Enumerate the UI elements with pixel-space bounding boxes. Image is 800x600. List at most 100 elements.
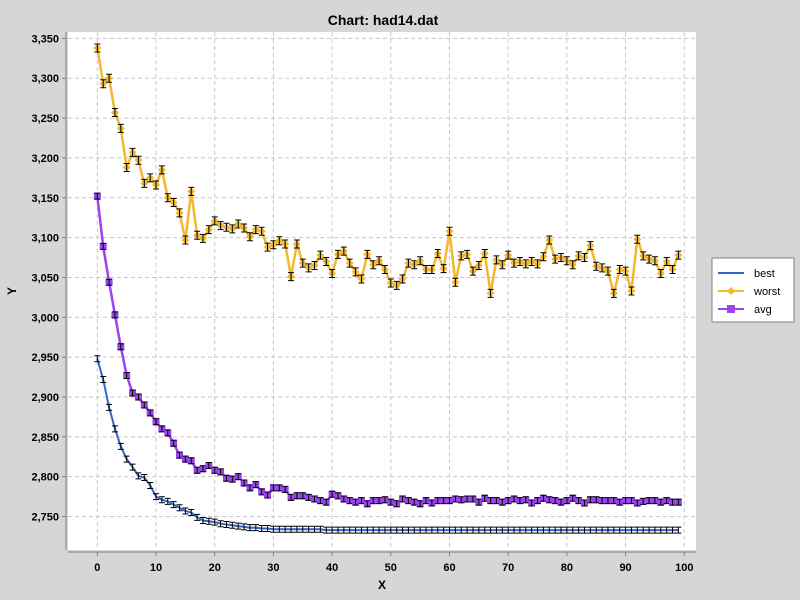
y-tick-label: 2,950 xyxy=(31,352,59,364)
error-bar-avg xyxy=(481,494,488,502)
error-bar-best xyxy=(434,526,441,534)
error-bar-best xyxy=(188,509,195,517)
error-bar-avg xyxy=(546,496,553,504)
error-bar-best xyxy=(628,526,635,534)
error-bar-worst xyxy=(587,241,594,251)
error-bar-best xyxy=(352,526,359,534)
x-tick-label: 60 xyxy=(443,562,455,574)
error-bar-worst xyxy=(176,208,183,218)
error-bar-avg xyxy=(399,495,406,503)
error-bar-avg xyxy=(669,498,676,506)
error-bar-worst xyxy=(205,225,212,235)
error-bar-avg xyxy=(516,497,523,505)
error-bar-best xyxy=(651,526,658,534)
error-bar-worst xyxy=(299,258,306,268)
error-bar-worst xyxy=(117,123,124,133)
error-bar-worst xyxy=(446,226,453,236)
y-axis-ticks: 2,750 2,800 2,850 2,900 2,950 3,000 3,050 3,100… xyxy=(31,33,66,524)
error-bar-worst xyxy=(352,267,359,277)
error-bar-worst xyxy=(241,223,248,233)
error-bar-best xyxy=(264,524,271,532)
y-tick-label: 2,900 xyxy=(31,392,59,404)
error-bar-worst xyxy=(622,266,629,276)
y-tick-label: 2,750 xyxy=(31,512,59,524)
error-bar-avg xyxy=(505,497,512,505)
legend: best worst avg xyxy=(711,257,795,323)
error-bar-worst xyxy=(106,73,113,83)
error-bar-best xyxy=(511,526,518,534)
grid xyxy=(68,32,696,550)
error-bar-worst xyxy=(628,286,635,296)
error-bar-best xyxy=(663,526,670,534)
error-bar-worst xyxy=(646,254,653,264)
error-bar-avg xyxy=(663,497,670,505)
error-bar-avg xyxy=(264,491,271,499)
error-bar-avg xyxy=(100,242,107,250)
error-bar-best xyxy=(164,497,171,505)
error-bar-worst xyxy=(153,180,160,190)
error-bar-worst xyxy=(111,107,118,117)
error-bar-best xyxy=(276,525,283,533)
error-bar-avg xyxy=(423,497,430,505)
error-bar-worst xyxy=(634,234,641,244)
error-bar-best xyxy=(675,526,682,534)
error-bar-avg xyxy=(558,498,565,506)
error-bar-best xyxy=(135,472,142,480)
error-bar-avg xyxy=(182,455,189,463)
x-axis-ticks: 0 10 20 30 40 50 60 70 80 90 100 xyxy=(94,552,693,574)
error-bar-best xyxy=(552,526,559,534)
error-bar-avg xyxy=(170,439,177,447)
error-bar-worst xyxy=(428,264,435,274)
error-bar-avg xyxy=(141,401,148,409)
plot-area xyxy=(68,32,696,550)
error-bar-best xyxy=(194,513,201,521)
series-avg xyxy=(93,192,682,508)
error-bar-worst xyxy=(264,242,271,252)
error-bar-best xyxy=(182,507,189,515)
error-bar-avg xyxy=(117,343,124,351)
x-tick-label: 30 xyxy=(267,562,279,574)
error-bar-best xyxy=(516,526,523,534)
x-tick-label: 40 xyxy=(326,562,338,574)
error-bar-worst xyxy=(610,288,617,298)
legend-label: best xyxy=(754,268,775,280)
error-bar-avg xyxy=(111,311,118,319)
error-bar-avg xyxy=(469,495,476,503)
error-bar-best xyxy=(481,526,488,534)
error-bar-avg xyxy=(387,498,394,506)
error-bar-worst xyxy=(505,250,512,260)
error-bar-avg xyxy=(587,496,594,504)
legend-swatch-marker xyxy=(727,305,735,313)
error-bar-best xyxy=(129,463,136,471)
error-bar-best xyxy=(534,526,541,534)
error-bar-avg xyxy=(305,493,312,501)
error-bar-best xyxy=(540,526,547,534)
error-bar-best xyxy=(475,526,482,534)
error-bar-avg xyxy=(446,497,453,505)
error-bar-worst xyxy=(334,249,341,259)
error-bar-best xyxy=(334,526,341,534)
error-bar-worst xyxy=(604,266,611,276)
error-bar-best xyxy=(587,526,594,534)
error-bar-best xyxy=(235,522,242,530)
error-bar-avg xyxy=(411,498,418,506)
error-bar-avg xyxy=(106,278,113,286)
error-bar-worst xyxy=(569,260,576,270)
error-bar-best xyxy=(370,526,377,534)
error-bar-best xyxy=(411,526,418,534)
error-bar-avg xyxy=(563,497,570,505)
error-bar-avg xyxy=(634,499,641,507)
error-bar-worst xyxy=(452,277,459,287)
error-bar-best xyxy=(423,526,430,534)
error-bar-avg xyxy=(675,498,682,506)
error-bar-avg xyxy=(540,494,547,502)
error-bar-avg xyxy=(246,484,253,492)
chart-title: Chart: had14.dat xyxy=(328,12,439,28)
error-bar-avg xyxy=(622,497,629,505)
error-bar-avg xyxy=(194,466,201,474)
error-bar-avg xyxy=(604,497,611,505)
error-bar-worst xyxy=(616,264,623,274)
error-bar-worst xyxy=(252,225,259,235)
error-bar-best xyxy=(246,524,253,532)
error-bar-best xyxy=(282,525,289,533)
